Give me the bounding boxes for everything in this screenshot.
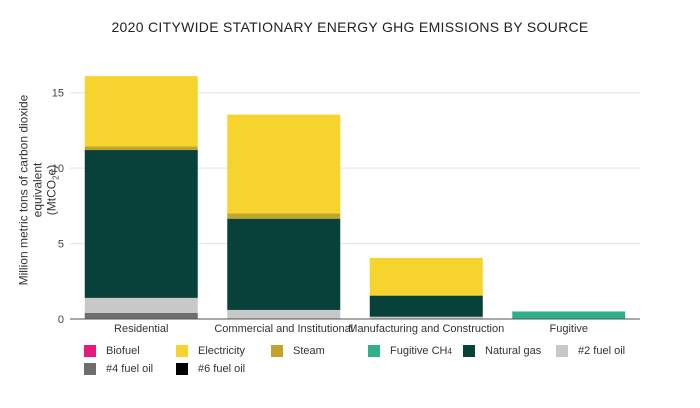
x-category-label: Fugitive [549,323,588,335]
y-tick-label: 0 [58,314,64,326]
bar-segment [227,114,341,214]
bar-segment [84,146,198,151]
x-category-label: Manufacturing and Construction [348,323,504,335]
bar-segment [84,76,198,147]
y-tick-label: 10 [52,163,64,175]
legend-item: #4 fuel oil [84,363,153,375]
legend-label: #4 fuel oil [106,363,154,375]
legend-label: Biofuel [106,345,140,357]
bar-segment [369,295,483,317]
bar-segment [227,213,341,219]
legend-swatch [176,363,188,375]
legend-swatch [368,345,380,357]
legend-label: Electricity [198,345,246,357]
bar-segment [227,218,341,310]
bar-segment [84,150,198,298]
legend-swatch [463,345,475,357]
legend-label: Fugitive CH [390,345,448,357]
legend-item: #2 fuel oil [556,345,625,357]
legend-label-sub: 4 [447,346,452,356]
bar-segment [369,257,483,296]
legend-item: #6 fuel oil [176,363,245,375]
legend-swatch [84,363,96,375]
legend-label: Steam [293,345,325,357]
bar-segment [227,309,341,319]
bar-segment [512,311,626,319]
legend-item: Steam [271,345,325,357]
legend-swatch [176,345,188,357]
legend-label: Natural gas [485,345,542,357]
legend-item: Biofuel [84,345,140,357]
legend-swatch [271,345,283,357]
legend-item: Fugitive CH 4 [368,345,452,357]
x-category-label: Commercial and Institutional [214,323,353,335]
legend-label: #6 fuel oil [198,363,246,375]
legend-item: Electricity [176,345,245,357]
x-category-label: Residential [114,323,168,335]
bar-segment [84,312,198,319]
chart-title: 2020 CITYWIDE STATIONARY ENERGY GHG EMIS… [111,19,589,35]
legend-swatch [556,345,568,357]
legend-label: #2 fuel oil [578,345,626,357]
bar-segment [84,297,198,313]
y-tick-label: 5 [58,239,64,251]
legend-swatch [84,345,96,357]
y-tick-label: 15 [52,88,64,100]
legend-item: Natural gas [463,345,541,357]
bar-segment [369,316,483,319]
